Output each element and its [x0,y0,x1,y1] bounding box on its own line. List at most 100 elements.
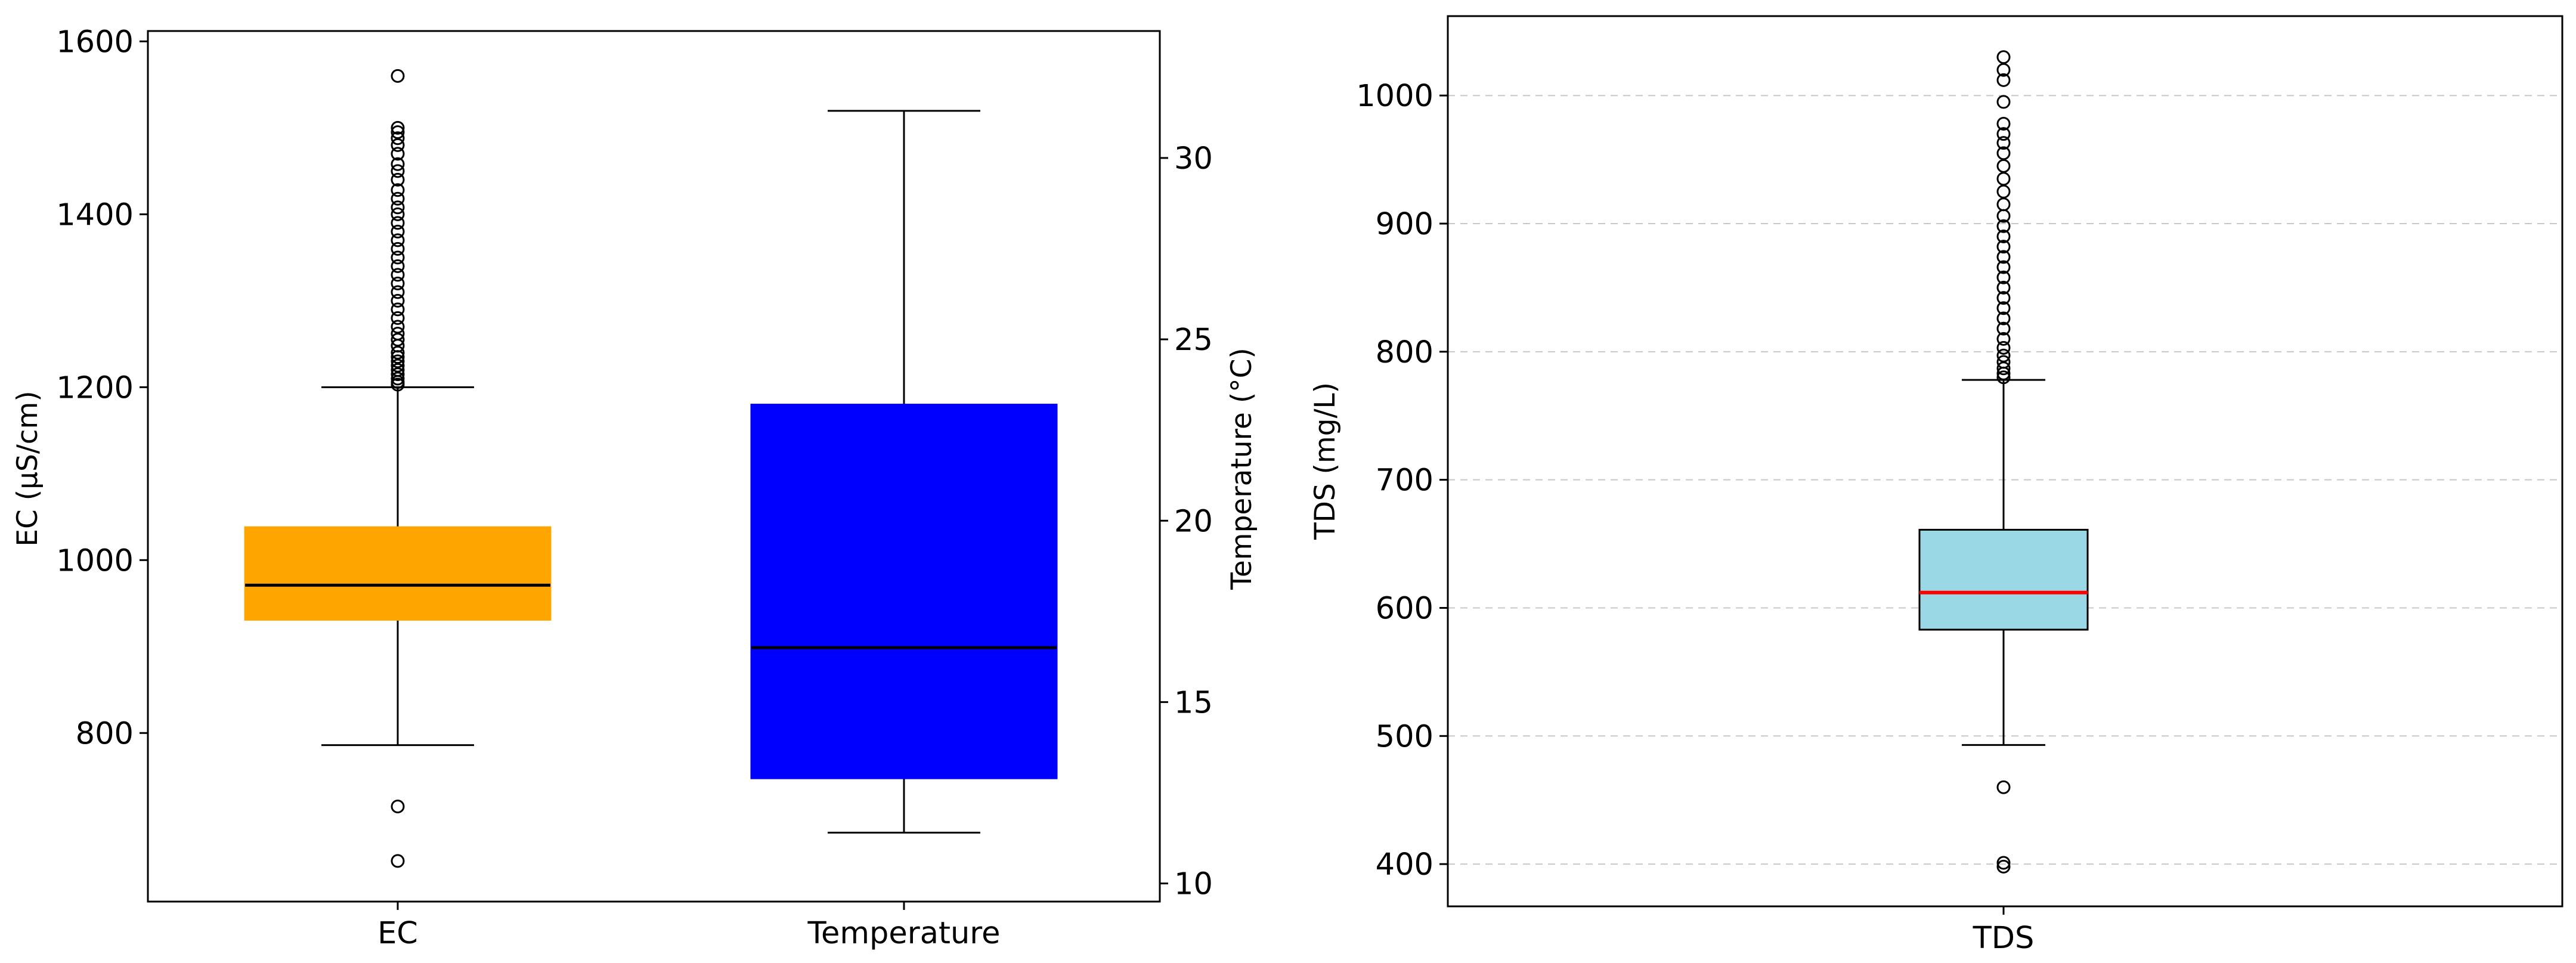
right-y-tick-label: 25 [1174,323,1213,358]
left-y-tick-label: 1600 [56,24,134,60]
ec-outlier [391,285,405,299]
tds-outlier [1996,780,2011,794]
tds-outlier [1996,311,2011,326]
left-y-tick-label: 800 [76,716,134,751]
ec-outlier [391,367,405,382]
tds-outlier [1996,116,2011,131]
ec-outlier [391,183,405,197]
right-y-tick-label: 30 [1174,141,1213,177]
ec-outlier [391,333,405,347]
ec-outlier [391,157,405,171]
ec-outlier [391,69,405,83]
ec-outlier [391,200,405,215]
ec-outlier [391,164,405,178]
tds-outlier [1996,127,2011,141]
tds-y-ticks: 400 500 600 700 800 900 1000 [1356,79,1448,883]
temperature-box [750,404,1058,779]
tds-outlier [1996,260,2011,274]
tds-box-group [1918,50,2089,874]
right-y-tick-label: 10 [1174,867,1213,902]
ec-outlier [391,138,405,152]
ec-outlier [391,800,405,814]
left-boxes [244,69,1058,868]
tds-outlier [1996,197,2011,212]
tds-outlier [1996,184,2011,199]
tds-y-axis-label: TDS (mg/L) [1309,382,1342,540]
tds-outlier [1996,146,2011,160]
left-y-tick-label: 1000 [56,543,134,578]
left-y-axis-label: EC (µS/cm) [11,391,44,546]
tds-y-tick-label: 600 [1376,591,1433,626]
ec-outlier [391,191,405,206]
tds-outlier [1996,270,2011,284]
tds-outlier [1996,340,2011,355]
tds-outlier [1996,229,2011,243]
right-y-tick-label: 15 [1174,685,1213,720]
left-x-ticks: EC Temperature [377,902,1001,951]
tds-outlier [1996,73,2011,87]
ec-outlier [391,311,405,325]
ec-outlier [391,172,405,187]
tds-outlier [1996,301,2011,315]
left-plot-frame [147,30,1161,903]
left-x-tick-label: Temperature [807,916,1000,951]
ec-outlier [391,320,405,334]
ec-box-group [244,69,552,868]
left-y-tick-label: 1200 [56,370,134,405]
tds-outlier [1996,159,2011,173]
tds-outlier [1996,856,2011,870]
left-x-tick-label: EC [377,916,418,951]
tds-y-tick-label: 800 [1376,335,1433,370]
ec-outlier [391,268,405,282]
tds-plot-frame [1447,15,2563,908]
ec-outlier [391,207,405,221]
tds-box [1918,528,2089,631]
tds-outlier [1996,95,2011,109]
tds-y-tick-label: 700 [1376,463,1433,498]
ec-outlier [391,233,405,247]
ec-outlier [391,302,405,317]
tds-outlier [1996,50,2011,64]
tds-outlier [1996,136,2011,150]
tds-outlier [1996,321,2011,336]
ec-outlier [391,120,405,135]
tds-outlier [1996,332,2011,346]
right-y-ticks: 10 15 20 25 30 [1160,141,1213,902]
left-y-tick-label: 1400 [56,197,134,233]
tds-outlier [1996,240,2011,254]
ec-outlier [391,125,405,140]
ec-outlier [391,241,405,256]
tds-y-tick-label: 900 [1376,207,1433,242]
tds-outlier [1996,172,2011,186]
tds-boxes [1918,50,2089,874]
ec-outlier [391,854,405,868]
tds-outlier [1996,219,2011,233]
tds-y-tick-label: 500 [1376,719,1433,754]
ec-outlier [391,358,405,373]
ec-box [244,526,552,621]
tds-outlier [1996,250,2011,264]
ec-outlier [391,326,405,340]
ec-outlier [391,354,405,369]
tds-outlier [1996,859,2011,874]
ec-outlier [391,276,405,290]
ec-outlier [391,131,405,145]
tds-outlier [1996,280,2011,295]
right-y-tick-label: 20 [1174,504,1213,539]
ec-outlier [391,216,405,230]
ec-outlier [391,293,405,308]
temperature-box-group [750,110,1058,834]
right-box-plot: 400 500 600 700 800 900 1000 TDS (mg/L) TDS [1309,15,2563,956]
tds-y-tick-label: 1000 [1356,79,1433,114]
right-y-axis-label: Temperature (°C) [1225,348,1258,590]
tds-x-ticks: TDS [1973,906,2035,956]
ec-outlier [391,224,405,239]
ec-outlier [391,147,405,161]
ec-outlier [391,259,405,273]
ec-outlier [391,250,405,265]
ec-outlier [391,371,405,386]
tds-x-tick-label: TDS [1973,921,2035,956]
ec-outlier [391,345,405,360]
left-box-plot: 800 1000 1200 1400 1600 10 15 20 25 30 EC (µS/cm… [11,24,1258,951]
